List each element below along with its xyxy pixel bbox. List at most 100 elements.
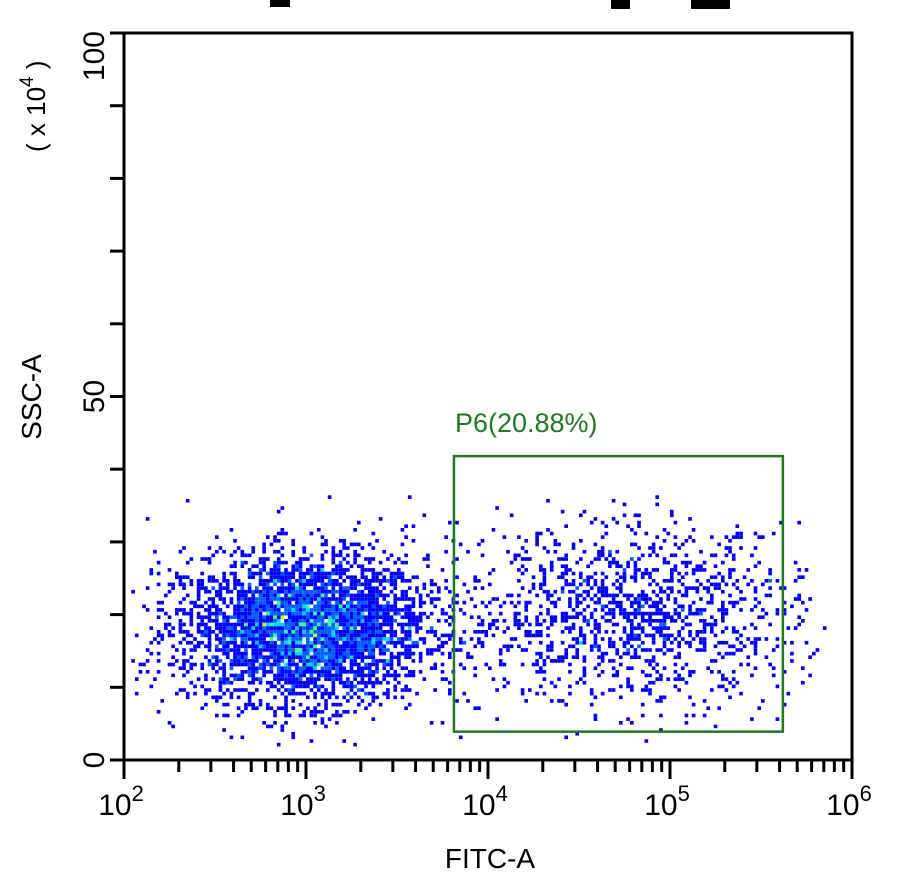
density-dot: [761, 615, 765, 620]
density-dot: [433, 630, 438, 634]
density-dot: [407, 586, 412, 590]
density-dot: [721, 604, 725, 609]
density-dot: [691, 713, 696, 718]
density-dot: [236, 688, 241, 692]
density-dot: [222, 644, 226, 649]
density-dot: [306, 571, 310, 576]
density-dot: [575, 655, 580, 660]
density-dot: [466, 699, 470, 703]
density-dot: [276, 531, 281, 536]
density-dot: [378, 589, 383, 594]
density-dot: [222, 637, 226, 641]
density-dot: [273, 589, 277, 594]
density-dot: [313, 608, 317, 612]
density-dot: [342, 659, 347, 663]
density-dot: [357, 651, 361, 656]
density-dot: [673, 662, 678, 667]
density-dot: [622, 575, 627, 580]
density-dot: [327, 644, 332, 649]
density-dot: [266, 571, 270, 576]
density-dot: [353, 586, 357, 590]
density-dot: [680, 542, 685, 547]
density-dot: [386, 604, 390, 609]
density-dot: [342, 648, 347, 652]
density-dot: [458, 662, 463, 667]
density-dot: [335, 608, 339, 612]
density-dot: [244, 702, 248, 707]
density-dot: [331, 604, 336, 609]
density-dot: [338, 575, 343, 580]
density-dot: [331, 691, 336, 696]
density-dot: [404, 637, 408, 641]
density-dot: [473, 666, 478, 671]
density-dot: [677, 640, 681, 645]
gate-p6[interactable]: P6(20.88%): [452, 408, 785, 733]
density-dot: [411, 615, 416, 620]
density-dot: [324, 615, 328, 620]
density-dot: [342, 637, 347, 641]
density-dot: [630, 542, 634, 547]
density-dot: [364, 691, 368, 696]
density-dot: [327, 608, 332, 612]
gate-p6-rectangle[interactable]: [452, 454, 785, 733]
density-dot: [353, 593, 357, 598]
density-dot: [204, 626, 208, 630]
density-dot: [400, 640, 405, 645]
density-dot: [611, 622, 616, 627]
density-dot: [397, 673, 401, 678]
density-dot: [276, 677, 281, 681]
density-dot: [659, 630, 663, 634]
density-dot: [557, 542, 561, 547]
density-dot: [167, 568, 172, 572]
density-dot: [269, 586, 274, 590]
density-dot: [589, 560, 594, 565]
density-dot: [498, 662, 503, 667]
density-dot: [630, 575, 634, 580]
density-dot: [404, 524, 408, 529]
density-dot: [604, 586, 609, 590]
density-dot: [342, 619, 347, 623]
density-dot: [688, 670, 692, 674]
density-dot: [680, 593, 685, 598]
density-dot: [258, 633, 263, 638]
density-dot: [291, 655, 296, 660]
density-dot: [262, 666, 266, 671]
density-dot: [604, 589, 609, 594]
density-dot: [342, 680, 347, 685]
density-dot: [626, 680, 630, 685]
density-dot: [626, 560, 630, 565]
density-dot: [371, 608, 376, 612]
density-dot: [276, 597, 281, 601]
density-dot: [338, 630, 343, 634]
density-dot: [542, 670, 547, 674]
density-dot: [539, 666, 543, 671]
density-dot: [509, 600, 514, 605]
density-dot: [542, 568, 547, 572]
density-dot: [651, 579, 656, 583]
density-dot: [229, 735, 234, 740]
density-dot: [324, 702, 328, 707]
density-dot: [448, 637, 452, 641]
density-dot: [276, 539, 281, 543]
density-dot: [145, 659, 150, 663]
density-dot: [295, 673, 299, 678]
density-dot: [316, 586, 321, 590]
density-dot: [309, 597, 314, 601]
density-dot: [608, 593, 612, 598]
density-dot: [375, 571, 379, 576]
density-dot: [298, 659, 303, 663]
density-dot: [182, 673, 186, 678]
density-dot: [338, 593, 343, 598]
density-dot: [357, 633, 361, 638]
density-dot: [411, 600, 416, 605]
density-dot: [724, 640, 729, 645]
density-dot: [364, 557, 368, 561]
density-dot: [400, 630, 405, 634]
density-dot: [185, 630, 190, 634]
density-dot: [269, 604, 274, 609]
density-dot: [255, 633, 259, 638]
density-dot: [812, 651, 816, 656]
density-dot: [204, 677, 208, 681]
density-dot: [262, 582, 266, 587]
